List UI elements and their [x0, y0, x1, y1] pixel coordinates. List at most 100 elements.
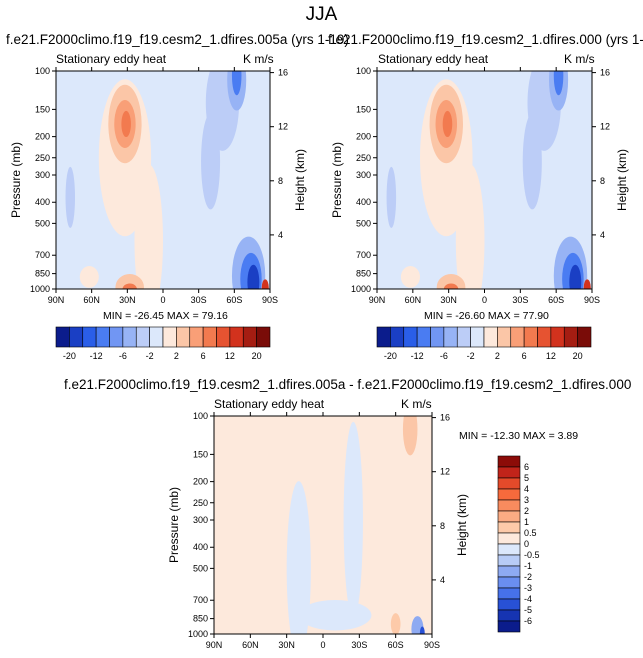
panel1-xtick-label: 60S: [226, 295, 242, 305]
panel1-y2label: Height (km): [293, 149, 307, 211]
colorbar3-label: 2: [524, 506, 529, 516]
panel3-xtick-label: 30N: [278, 640, 295, 650]
panel3-neg-low: [298, 599, 372, 631]
panel1-y2tick-label: 4: [278, 230, 283, 240]
panel2-y2label: Height (km): [615, 149, 629, 211]
panel1-warm-region-2: [134, 164, 163, 289]
panel3-y2tick-label: 4: [440, 575, 445, 585]
panel1-ytick-label: 700: [35, 250, 50, 260]
panel1-warm-max: [121, 110, 131, 138]
panel2-cold-sh-upper-core: [553, 71, 564, 96]
colorbar3-label: -4: [524, 594, 532, 604]
colorbar3-swatch: [497, 532, 521, 545]
colorbar2-label: -2: [467, 351, 475, 361]
panel3-xtick-label: 60S: [388, 640, 404, 650]
panel2-ytick-label: 500: [356, 218, 371, 228]
colorbar2-swatch: [523, 326, 538, 348]
colorbar1-label: 12: [225, 351, 235, 361]
colorbar2-swatch: [563, 326, 578, 348]
colorbar2-swatch: [443, 326, 458, 348]
colorbar2-label: 20: [573, 351, 583, 361]
panel1-ytick-label: 100: [35, 66, 50, 76]
panel1-xtick-label: 90S: [262, 295, 278, 305]
panel1-title: f.e21.F2000climo.f19_f19.cesm2_1.dfires.…: [6, 32, 349, 47]
panel2-minmax: MIN = -26.60 MAX = 77.90: [424, 310, 549, 322]
panel1-warm-nh-low: [79, 265, 99, 288]
colorbar3-label: 6: [524, 462, 529, 472]
colorbar1-swatch: [189, 326, 204, 348]
panel2-xtick-label: 0: [482, 295, 487, 305]
panel3-ytick-label: 700: [193, 595, 208, 605]
colorbar1-swatch: [95, 326, 110, 348]
panel2-subtitle: Stationary eddy heat: [378, 52, 489, 66]
colorbar3-swatch: [497, 510, 521, 523]
colorbar3-label: -2: [524, 572, 532, 582]
colorbar2-label: 12: [546, 351, 556, 361]
panel1-cold-sh-mid: [201, 113, 221, 210]
panel3-ytick-label: 400: [193, 542, 208, 552]
panel1-ytick-label: 250: [35, 153, 50, 163]
panel3-xtick-label: 90S: [424, 640, 440, 650]
panel2-units: K m/s: [564, 52, 595, 66]
colorbar1-swatch: [256, 326, 271, 348]
panel3-subtitle: Stationary eddy heat: [214, 397, 325, 411]
colorbar3-swatch: [497, 455, 521, 468]
colorbar2-swatch: [483, 326, 498, 348]
panel2-y2tick-label: 16: [600, 68, 610, 78]
panel3-title: f.e21.F2000climo.f19_f19.cesm2_1.dfires.…: [64, 377, 632, 392]
panel1-ytick-label: 150: [35, 104, 50, 114]
panel2-y2tick-label: 4: [600, 230, 605, 240]
colorbar3-swatch: [497, 576, 521, 589]
panel3-ytick-label: 150: [193, 449, 208, 459]
colorbar2-label: -6: [440, 351, 448, 361]
colorbar2-swatch: [376, 326, 391, 348]
panel3-ytick-label: 250: [193, 498, 208, 508]
panel3-xtick-label: 90N: [206, 640, 223, 650]
panel3-ytick-label: 100: [193, 411, 208, 421]
panel1-surface-warm: [115, 274, 144, 289]
panel3-minmax: MIN = -12.30 MAX = 3.89: [459, 430, 579, 442]
panel3-neg-band-2: [343, 421, 363, 619]
colorbar3-swatch: [497, 598, 521, 611]
panel3-y2tick-label: 12: [440, 467, 450, 477]
colorbar1-swatch: [109, 326, 124, 348]
colorbar2-label: 6: [522, 351, 527, 361]
panel2-cold-antarctic-core: [569, 264, 582, 289]
colorbar3-label: 4: [524, 484, 529, 494]
panel3-pos-upper: [402, 416, 418, 456]
panel2-y2tick-label: 8: [600, 176, 605, 186]
panel1-ytick-label: 300: [35, 170, 50, 180]
colorbar1-swatch: [162, 326, 177, 348]
panel1-xtick-label: 30S: [191, 295, 207, 305]
colorbar1-swatch: [242, 326, 257, 348]
panel2-xtick-label: 60N: [405, 295, 422, 305]
colorbar2-swatch: [550, 326, 565, 348]
colorbar1-label: -12: [90, 351, 103, 361]
panel1-xtick-label: 60N: [83, 295, 100, 305]
panel1-xtick-label: 0: [160, 295, 165, 305]
colorbar3-label: 5: [524, 473, 529, 483]
colorbar3-swatch: [497, 609, 521, 622]
colorbar2-swatch: [430, 326, 445, 348]
panel2-pole-warm: [583, 279, 591, 289]
colorbar3-swatch: [497, 587, 521, 600]
panel2-ytick-label: 700: [356, 250, 371, 260]
colorbar3-label: 0: [524, 539, 529, 549]
panel1-ylabel: Pressure (mb): [9, 142, 23, 218]
panel3-y2tick-label: 8: [440, 521, 445, 531]
panel3-ytick-label: 500: [193, 563, 208, 573]
panel3-ytick-label: 300: [193, 515, 208, 525]
panel1-subtitle: Stationary eddy heat: [56, 52, 167, 66]
panel1-y2tick-label: 8: [278, 176, 283, 186]
colorbar2-label: -20: [384, 351, 397, 361]
colorbar1-label: 20: [252, 351, 262, 361]
colorbar2-swatch: [510, 326, 525, 348]
panel2-xtick-label: 90S: [584, 295, 600, 305]
colorbar2-swatch: [456, 326, 471, 348]
colorbar2-label: -12: [411, 351, 424, 361]
colorbar2-label: 2: [495, 351, 500, 361]
colorbar3-swatch: [497, 499, 521, 512]
colorbar3-swatch: [497, 477, 521, 490]
panel2-cold-sh-mid: [522, 113, 542, 210]
